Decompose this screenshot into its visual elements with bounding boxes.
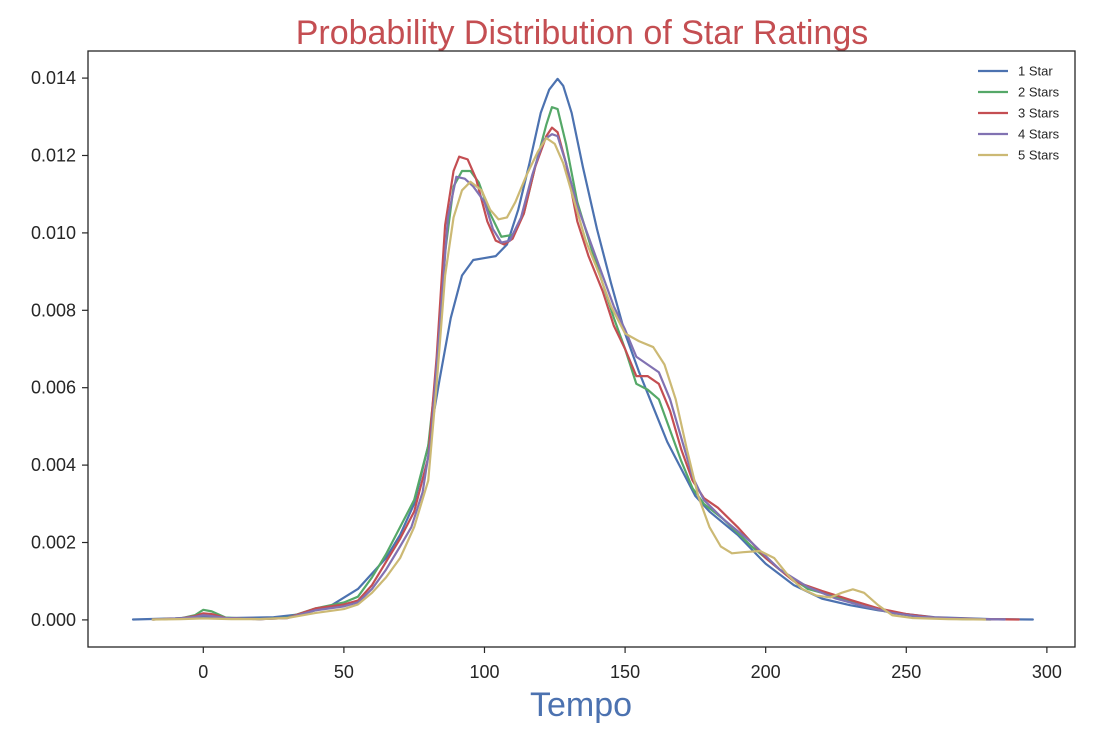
legend-label: 1 Star <box>1018 64 1053 79</box>
x-tick-label: 250 <box>891 662 921 682</box>
plot-frame <box>87 50 1076 648</box>
x-tick-label: 150 <box>610 662 640 682</box>
series-line-1 <box>131 77 1034 621</box>
y-axis: 0.000 0.002 0.004 0.006 0.008 0.010 0.012 0.014 <box>31 68 88 630</box>
legend-label: 4 Stars <box>1018 127 1060 142</box>
chart-title: Probability Distribution of Star Ratings <box>296 14 869 52</box>
x-axis-label: Tempo <box>530 686 632 724</box>
plot-lines <box>131 77 1034 621</box>
x-tick-label: 50 <box>334 662 354 682</box>
x-tick-label: 0 <box>198 662 208 682</box>
x-axis: 0 50 100 150 200 250 300 <box>198 647 1062 682</box>
x-tick-label: 300 <box>1032 662 1062 682</box>
y-tick-label: 0.004 <box>31 455 76 475</box>
x-tick-label: 100 <box>469 662 499 682</box>
y-tick-label: 0.006 <box>31 378 76 398</box>
legend-label: 2 Stars <box>1018 85 1060 100</box>
y-tick-label: 0.002 <box>31 533 76 553</box>
y-tick-label: 0.014 <box>31 68 76 88</box>
y-tick-label: 0.000 <box>31 610 76 630</box>
legend-label: 5 Stars <box>1018 148 1060 163</box>
legend: 1 Star 2 Stars 3 Stars 4 Stars 5 Stars <box>978 64 1060 163</box>
x-tick-label: 200 <box>751 662 781 682</box>
legend-label: 3 Stars <box>1018 106 1060 121</box>
y-tick-label: 0.012 <box>31 145 76 165</box>
series-line-5 <box>151 136 987 621</box>
y-tick-label: 0.010 <box>31 223 76 243</box>
y-tick-label: 0.008 <box>31 300 76 320</box>
series-line-4 <box>151 133 1006 621</box>
